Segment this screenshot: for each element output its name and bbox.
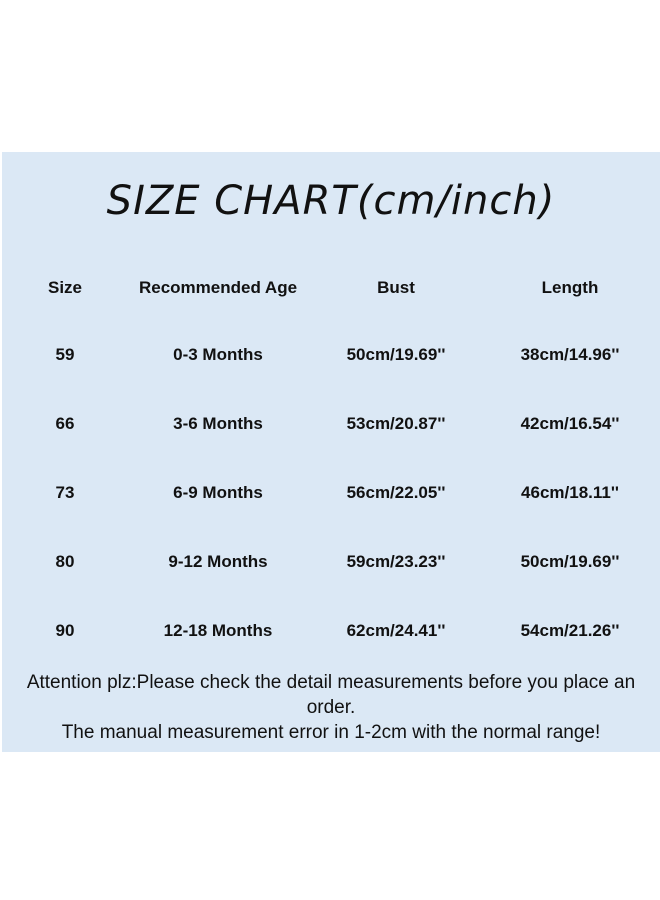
cell-size: 66 <box>55 414 75 433</box>
cell-bust: 59cm/23.23'' <box>346 552 446 571</box>
cell-length: 50cm/19.69'' <box>520 552 620 571</box>
cell-age: 6-9 Months <box>173 483 263 502</box>
cell-bust: 50cm/19.69'' <box>346 345 446 364</box>
cell-length: 38cm/14.96'' <box>520 345 620 364</box>
cell-age: 0-3 Months <box>173 345 263 364</box>
header-length: Length <box>541 278 599 297</box>
cell-bust: 56cm/22.05'' <box>346 483 446 502</box>
table-row: 73 6-9 Months 56cm/22.05'' 46cm/18.11'' <box>2 483 660 507</box>
table-row: 66 3-6 Months 53cm/20.87'' 42cm/16.54'' <box>2 414 660 438</box>
chart-title: SIZE CHART(cm/inch) <box>106 178 556 224</box>
size-chart-panel: SIZE CHART(cm/inch) Size Recommended Age… <box>2 152 660 752</box>
header-size: Size <box>47 278 83 297</box>
attention-line-1: Attention plz:Please check the detail me… <box>26 672 636 718</box>
attention-note: Attention plz:Please check the detail me… <box>2 670 660 745</box>
cell-size: 59 <box>55 345 75 364</box>
cell-size: 90 <box>55 621 75 640</box>
cell-age: 3-6 Months <box>173 414 263 433</box>
cell-bust: 53cm/20.87'' <box>346 414 446 433</box>
cell-size: 73 <box>55 483 75 502</box>
table-row: 80 9-12 Months 59cm/23.23'' 50cm/19.69'' <box>2 552 660 576</box>
cell-size: 80 <box>55 552 75 571</box>
table-header-row: Size Recommended Age Bust Length <box>2 278 660 302</box>
cell-length: 54cm/21.26'' <box>520 621 620 640</box>
cell-length: 46cm/18.11'' <box>521 483 619 502</box>
header-bust: Bust <box>377 278 415 297</box>
cell-age: 12-18 Months <box>163 621 273 640</box>
header-age: Recommended Age <box>138 278 298 297</box>
cell-age: 9-12 Months <box>168 552 268 571</box>
table-row: 90 12-18 Months 62cm/24.41'' 54cm/21.26'… <box>2 621 660 645</box>
cell-length: 42cm/16.54'' <box>520 414 620 433</box>
table-row: 59 0-3 Months 50cm/19.69'' 38cm/14.96'' <box>2 345 660 369</box>
attention-line-2: The manual measurement error in 1-2cm wi… <box>61 722 601 743</box>
cell-bust: 62cm/24.41'' <box>346 621 446 640</box>
